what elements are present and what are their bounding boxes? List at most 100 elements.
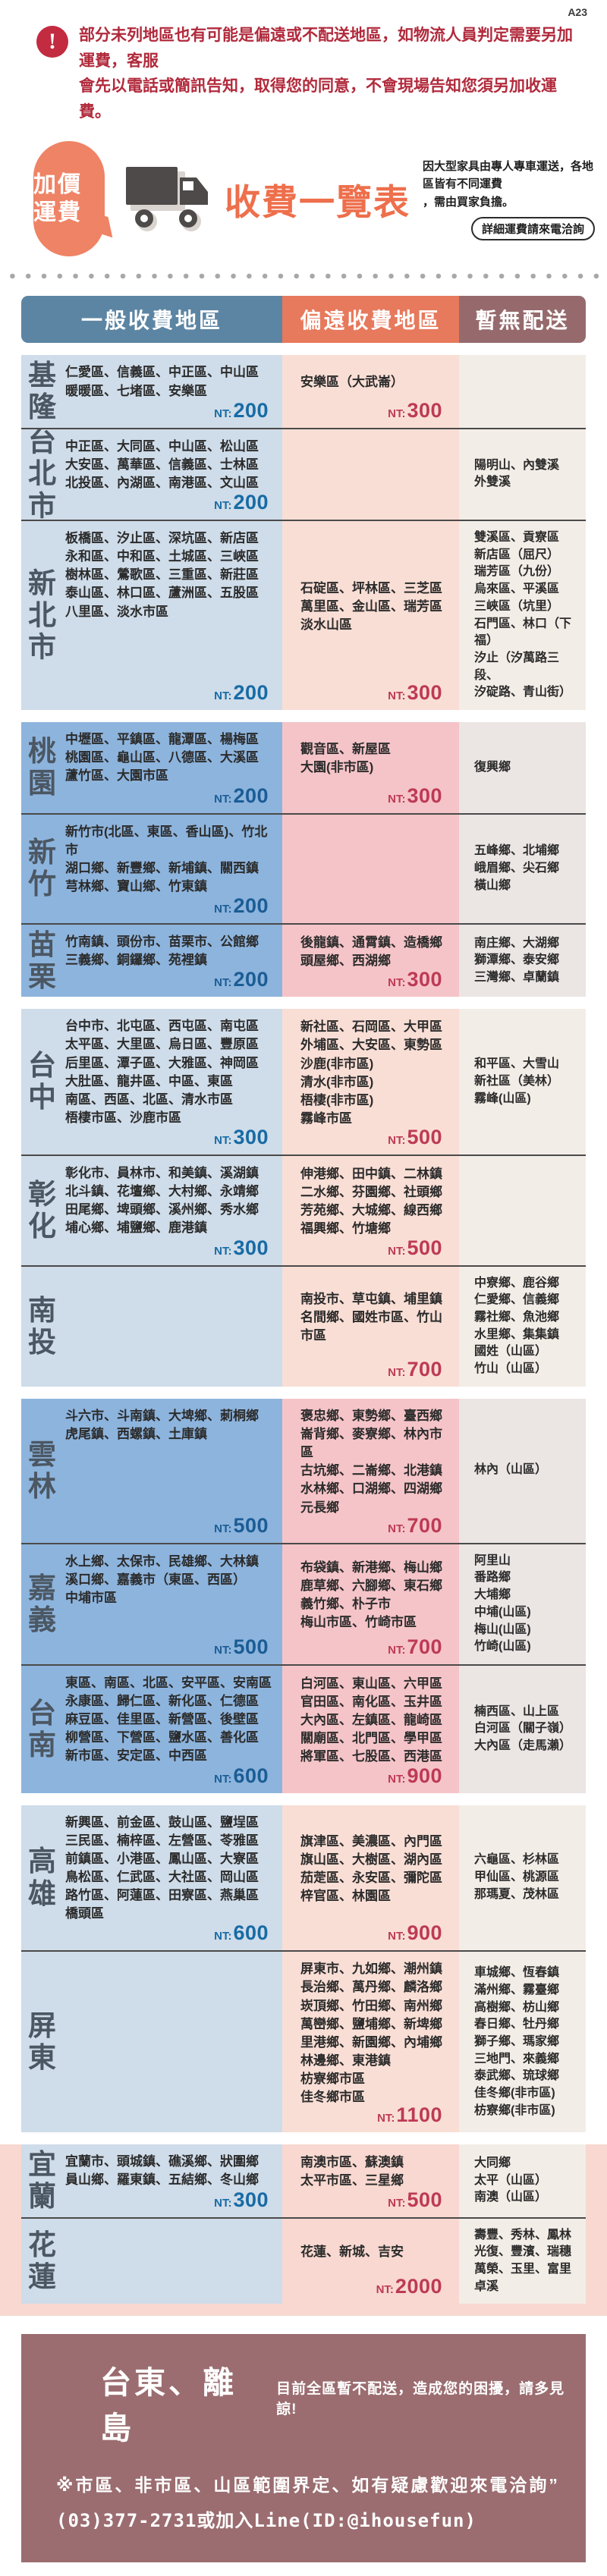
remote-cell: 褒忠鄉、東勢鄉、臺西鄉 崙背鄉、麥寮鄉、林內市區 古坑鄉、二崙鄉、北港鎮 水林鄉…: [282, 1398, 459, 1543]
general-cell: 台北市 中正區、大同區、中山區、松山區 大安區、萬華區、信義區、士林區 北投區、…: [21, 429, 282, 520]
nt-label: NT:: [388, 976, 406, 990]
general-price: NT: 600: [214, 1764, 269, 1788]
remote-areas: 觀音區、新屋區 大園(非市區): [300, 742, 391, 775]
remote-price: NT: 2000: [376, 2275, 442, 2298]
region-name: 高雄: [28, 1846, 56, 1909]
footer-headline: 台東、離島 目前全區暫不配送，造成您的困擾，請多見諒!: [56, 2357, 568, 2448]
nt-label: NT:: [388, 1643, 406, 1657]
nt-label: NT:: [388, 2196, 406, 2210]
general-price: NT: 600: [214, 1921, 269, 1945]
no-delivery-cell: [459, 355, 586, 428]
no-delivery-cell: 和平區、大雪山 新社區（美林） 霧峰(山區): [459, 1009, 586, 1155]
nt-label: NT:: [214, 792, 232, 806]
no-delivery-cell: 中寮鄉、鹿谷鄉 仁愛鄉、信義鄉 霧社鄉、魚池鄉 水里鄉、集集鎮 國姓（山區） 竹…: [459, 1266, 586, 1387]
table-row: 基隆 仁愛區、信義區、中正區、中山區 暖暖區、七堵區、安樂區 NT: 200 安樂…: [21, 355, 586, 428]
remote-areas: 屏東市、九如鄉、潮州鎮 長治鄉、萬丹鄉、麟洛鄉 崁頂鄉、竹田鄉、南州鄉 萬巒鄉、…: [300, 1962, 442, 2105]
table-row: 宜蘭 宜蘭市、頭城鎮、礁溪鄉、狀圍鄉 員山鄉、羅東鎮、五結鄉、冬山鄉 NT: 30…: [21, 2144, 586, 2217]
price-value: 500: [233, 1513, 269, 1537]
dotted-divider: [5, 273, 602, 280]
general-areas: 仁愛區、信義區、中正區、中山區 暖暖區、七堵區、安樂區: [65, 365, 259, 398]
region-name: 基隆: [28, 359, 56, 423]
nt-label: NT:: [214, 976, 232, 990]
nt-label: NT:: [214, 1522, 232, 1535]
remote-cell: 石碇區、坪林區、三芝區 萬里區、金山區、瑞芳區 淡水山區 NT: 300: [282, 521, 459, 711]
price-value: 500: [233, 1635, 269, 1658]
remote-areas: 南投市、草屯鎮、埔里鎮 名間鄉、國姓市區、竹山市區: [300, 1292, 442, 1343]
price-value: 200: [233, 681, 269, 705]
no-delivery-areas: 南庄鄉、大湖鄉 獅潭鄉、泰安鄉 三灣鄉、卓蘭鎮: [474, 936, 560, 985]
nt-label: NT:: [388, 1772, 406, 1786]
remote-cell: 旗津區、美濃區、內門區 旗山區、大樹區、湖內區 茄萣區、永安區、彌陀區 梓官區、…: [282, 1805, 459, 1951]
general-areas: 新興區、前金區、鼓山區、鹽埕區 三民區、楠梓區、左營區、苓雅區 前鎮區、小港區、…: [65, 1814, 259, 1921]
no-delivery-cell: 楠西區、山上區 白河區（關子嶺） 大內區（走馬瀨）: [459, 1665, 586, 1793]
remote-price: NT: 500: [388, 1236, 442, 1260]
nt-label: NT:: [388, 1134, 406, 1148]
general-areas: 新竹市(北區、東區、香山區)、竹北市 湖口鄉、新豐鄉、新埔鎮、關西鎮 芎林鄉、寶…: [65, 824, 268, 894]
price-value: 900: [407, 1921, 442, 1945]
general-cell: 南投: [21, 1266, 282, 1387]
table-row: 苗栗 竹南鎮、頭份市、苗栗市、公館鄉 三義鄉、銅鑼鄉、苑裡鎮 NT: 200 後龍…: [21, 923, 586, 997]
nt-label: NT:: [388, 1244, 406, 1258]
general-areas: 斗六市、斗南鎮、大埤鄉、莿桐鄉 虎尾鎮、西螺鎮、土庫鎮: [65, 1408, 259, 1441]
region-name: 苗栗: [28, 928, 56, 992]
no-delivery-cell: 陽明山、內雙溪 外雙溪: [459, 429, 586, 520]
general-areas: 宜蘭市、頭城鎮、礁溪鄉、狀圍鄉 員山鄉、羅東鎮、五結鄉、冬山鄉: [65, 2154, 259, 2188]
nt-label: NT:: [388, 792, 406, 806]
nt-label: NT:: [214, 690, 232, 703]
general-areas: 東區、南區、北區、安平區、安南區 永康區、歸仁區、新化區、仁德區 麻豆區、佳里區…: [65, 1675, 272, 1764]
price-value: 500: [407, 2188, 442, 2211]
remote-areas: 伸港鄉、田中鎮、二林鎮 二水鄉、芬園鄉、社頭鄉 芳苑鄉、大城鄉、線西鄉 福興鄉、…: [300, 1167, 442, 1236]
general-cell: 苗栗 竹南鎮、頭份市、苗栗市、公館鄉 三義鄉、銅鑼鄉、苑裡鎮 NT: 200: [21, 925, 282, 997]
remote-cell: 伸港鄉、田中鎮、二林鎮 二水鄉、芬園鄉、社頭鄉 芳苑鄉、大城鄉、線西鄉 福興鄉、…: [282, 1156, 459, 1265]
region-name: 嘉義: [28, 1572, 56, 1635]
no-delivery-cell: 六龜區、杉林區 甲仙區、桃源區 那瑪夏、茂林區: [459, 1805, 586, 1951]
general-cell: 基隆 仁愛區、信義區、中正區、中山區 暖暖區、七堵區、安樂區 NT: 200: [21, 355, 282, 428]
nt-label: NT:: [388, 1522, 406, 1535]
region-name: 台北市: [28, 429, 56, 520]
region-name: 台南: [28, 1697, 56, 1761]
table-row: 台南 東區、南區、北區、安平區、安南區 永康區、歸仁區、新化區、仁德區 麻豆區、…: [21, 1663, 586, 1793]
nt-label: NT:: [376, 2283, 394, 2297]
price-value: 300: [407, 968, 442, 991]
general-areas: [65, 1275, 272, 1293]
no-delivery-areas: 壽豐、秀林、鳳林 光復、豐濱、瑞穗 萬榮、玉里、富里 卓溪: [474, 2228, 572, 2293]
nt-label: NT:: [214, 903, 232, 916]
general-cell: 宜蘭 宜蘭市、頭城鎮、礁溪鄉、狀圍鄉 員山鄉、羅東鎮、五結鄉、冬山鄉 NT: 30…: [21, 2144, 282, 2217]
remote-areas: 安樂區（大武崙）: [300, 375, 404, 390]
price-value: 700: [407, 1513, 442, 1537]
bottom-margin: [0, 2562, 607, 2576]
remote-areas: 布袋鎮、新港鄉、梅山鄉 鹿草鄉、六腳鄉、東石鄉 義竹鄉、朴子市 梅山市區、竹崎市…: [300, 1560, 442, 1630]
price-value: 600: [233, 1921, 269, 1945]
exclamation-icon: !: [36, 26, 68, 58]
general-cell: 屏東: [21, 1952, 282, 2133]
general-cell: 高雄 新興區、前金區、鼓山區、鹽埕區 三民區、楠梓區、左營區、苓雅區 前鎮區、小…: [21, 1805, 282, 1951]
general-price: NT: 200: [214, 491, 269, 514]
price-value: 200: [233, 491, 269, 514]
general-price: NT: 200: [214, 968, 269, 991]
no-delivery-areas: 林內（山區）: [474, 1463, 548, 1477]
no-delivery-areas: 中寮鄉、鹿谷鄉 仁愛鄉、信義鄉 霧社鄉、魚池鄉 水里鄉、集集鎮 國姓（山區） 竹…: [474, 1276, 560, 1376]
no-delivery-cell: 車城鄉、恆春鎮 滿州鄉、霧臺鄉 高樹鄉、枋山鄉 春日鄉、牡丹鄉 獅子鄉、瑪家鄉 …: [459, 1952, 586, 2133]
remote-price: NT: 700: [388, 1358, 442, 1381]
general-cell: 嘉義 水上鄉、太保市、民雄鄉、大林鎮 溪口鄉、嘉義市（東區、西區） 中埔市區 N…: [21, 1544, 282, 1664]
region-group-south-west: 雲林 斗六市、斗南鎮、大埤鄉、莿桐鄉 虎尾鎮、西螺鎮、土庫鎮 NT: 500 褒忠…: [21, 1398, 586, 1793]
footer-title: 台東、離島: [100, 2365, 237, 2446]
price-value: 500: [407, 1236, 442, 1259]
price-value: 300: [233, 2188, 269, 2211]
region-group-kaohsiung-pingtung: 高雄 新興區、前金區、鼓山區、鹽埕區 三民區、楠梓區、左營區、苓雅區 前鎮區、小…: [21, 1805, 586, 2133]
nt-label: NT:: [214, 407, 232, 420]
nt-label: NT:: [214, 2196, 232, 2210]
general-areas: [65, 2227, 272, 2245]
remote-price: NT: 700: [388, 1514, 442, 1538]
general-price: NT: 300: [214, 2188, 269, 2212]
no-delivery-areas: 車城鄉、恆春鎮 滿州鄉、霧臺鄉 高樹鄉、枋山鄉 春日鄉、牡丹鄉 獅子鄉、瑪家鄉 …: [474, 1966, 560, 2117]
general-price: NT: 500: [214, 1514, 269, 1538]
remote-areas: 南澳市區、蘇澳鎮 太平市區、三星鄉: [300, 2155, 404, 2188]
region-name: 新北市: [28, 567, 56, 663]
warning-text: 部分未列地區也有可能是偏遠或不配送地區，如物流人員判定需要另加運費，客服 會先以…: [79, 26, 573, 121]
no-delivery-cell: 復興鄉: [459, 722, 586, 813]
no-delivery-areas: 大同鄉 太平（山區） 南澳（山區）: [474, 2156, 548, 2204]
no-delivery-cell: 雙溪區、貢寮區 新店區（屈尺） 瑞芳區（九份） 烏來區、平溪區 三峽區（坑里） …: [459, 521, 586, 711]
general-cell: 台南 東區、南區、北區、安平區、安南區 永康區、歸仁區、新化區、仁德區 麻豆區、…: [21, 1665, 282, 1793]
